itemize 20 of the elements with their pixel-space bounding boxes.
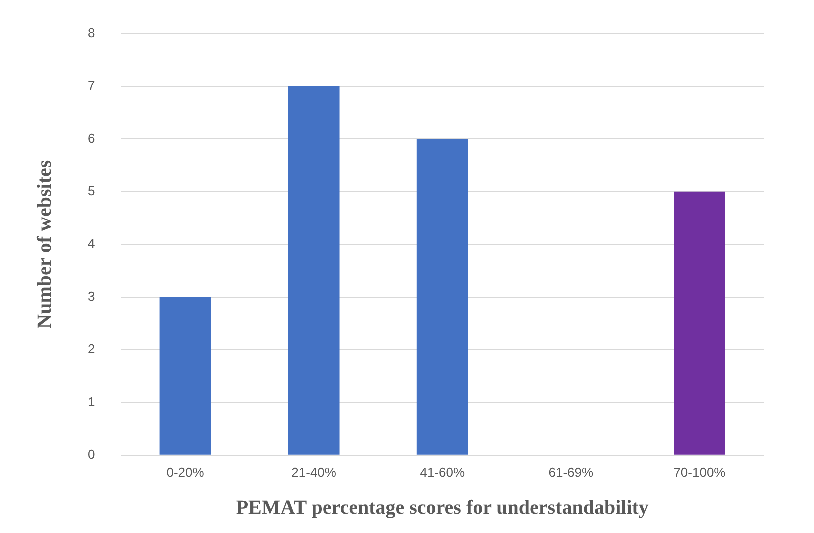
y-tick-label: 4 [88,236,96,252]
x-tick-label: 0-20% [166,464,205,480]
y-tick-label: 3 [88,288,96,304]
x-tick-label: 70-100% [674,464,726,480]
bar [160,297,212,455]
y-tick-label: 7 [88,78,96,94]
y-tick-label: 0 [88,446,96,462]
y-tick-label: 2 [88,342,96,357]
x-tick-label: 61-69% [548,464,594,480]
y-axis-title: Number of websites [34,160,56,329]
y-tick-label: 6 [88,130,96,146]
y-tick-label: 5 [88,183,96,198]
x-tick-label: 41-60% [420,464,466,480]
x-tick-label: 21-40% [292,464,337,480]
y-tick-label: 8 [88,25,96,40]
y-tick-label: 1 [88,394,96,410]
bar [288,86,340,455]
bar [416,139,468,455]
bar [674,192,726,455]
x-axis-title: PEMAT percentage scores for understandability [236,497,649,520]
